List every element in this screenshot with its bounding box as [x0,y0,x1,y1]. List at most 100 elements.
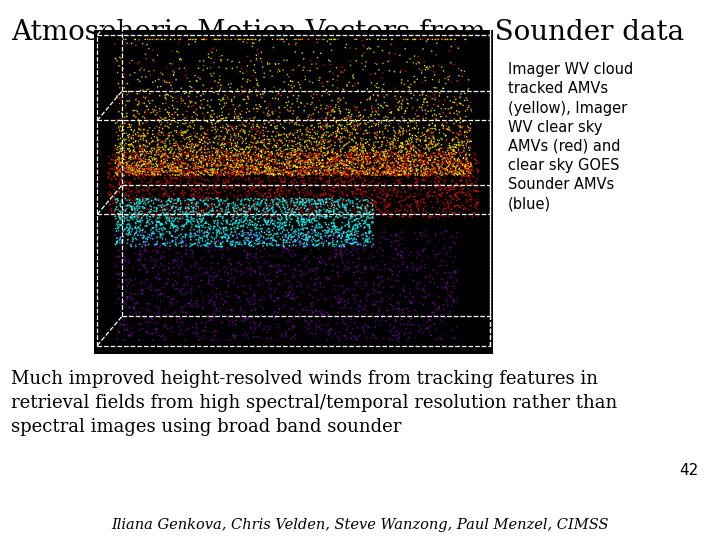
Point [394,212,405,220]
Point [349,145,361,154]
Point [186,232,197,240]
Point [445,292,456,301]
Point [112,79,124,88]
Point [201,165,212,173]
Point [384,49,395,57]
Point [118,226,130,235]
Point [178,239,189,247]
Point [393,106,405,114]
Point [226,96,238,104]
Point [437,154,449,163]
Point [462,165,473,174]
Point [141,328,153,336]
Point [359,245,370,253]
Point [280,211,292,220]
Point [391,231,402,239]
Point [302,235,314,244]
Point [233,112,244,120]
Point [302,158,314,167]
Point [140,72,151,81]
Point [294,169,305,178]
Point [219,310,230,319]
Point [364,214,375,222]
Point [403,192,415,201]
Point [327,233,338,241]
Point [405,329,416,338]
Point [285,158,297,166]
Point [242,165,253,173]
Point [208,156,220,164]
Point [165,212,176,221]
Point [423,156,434,165]
Point [422,193,433,201]
Point [235,127,246,136]
Point [332,152,343,161]
Point [444,204,455,212]
Point [415,158,426,167]
Point [386,211,397,219]
Point [374,111,385,119]
Point [127,148,138,157]
Point [151,165,163,173]
Point [276,223,287,232]
Point [168,136,179,144]
Point [222,93,233,102]
Point [391,190,402,199]
Point [182,218,194,226]
Point [302,237,313,245]
Point [138,129,149,138]
Point [274,35,286,44]
Point [127,133,139,142]
Point [222,183,233,192]
Point [231,267,243,276]
Point [235,156,247,164]
Point [377,295,388,303]
Point [153,161,164,170]
Point [241,153,253,162]
Point [456,185,467,193]
Point [392,300,404,308]
Point [274,67,285,76]
Point [314,212,325,220]
Point [269,219,280,228]
Point [398,159,410,168]
Point [408,157,420,165]
Point [268,210,279,218]
Point [307,233,318,241]
Point [459,165,470,173]
Point [329,138,341,147]
Point [263,271,274,279]
Point [299,254,310,262]
Point [440,165,451,173]
Point [322,169,333,178]
Point [176,214,188,222]
Point [230,161,242,170]
Point [296,207,307,216]
Point [161,177,173,186]
Point [326,157,338,166]
Point [227,184,238,192]
Point [121,149,132,158]
Point [423,212,435,221]
Point [138,136,149,145]
Point [296,141,307,150]
Point [261,161,272,170]
Point [369,165,380,174]
Point [141,149,153,158]
Point [207,203,218,212]
Point [122,167,134,176]
Point [307,166,319,175]
Point [198,332,210,340]
Point [343,220,355,229]
Point [361,170,373,179]
Point [407,166,418,175]
Point [254,233,266,242]
Point [342,235,354,244]
Point [209,219,220,227]
Point [205,295,217,304]
Point [149,170,161,179]
Point [163,167,175,176]
Point [245,271,256,280]
Point [243,173,255,182]
Point [393,175,405,184]
